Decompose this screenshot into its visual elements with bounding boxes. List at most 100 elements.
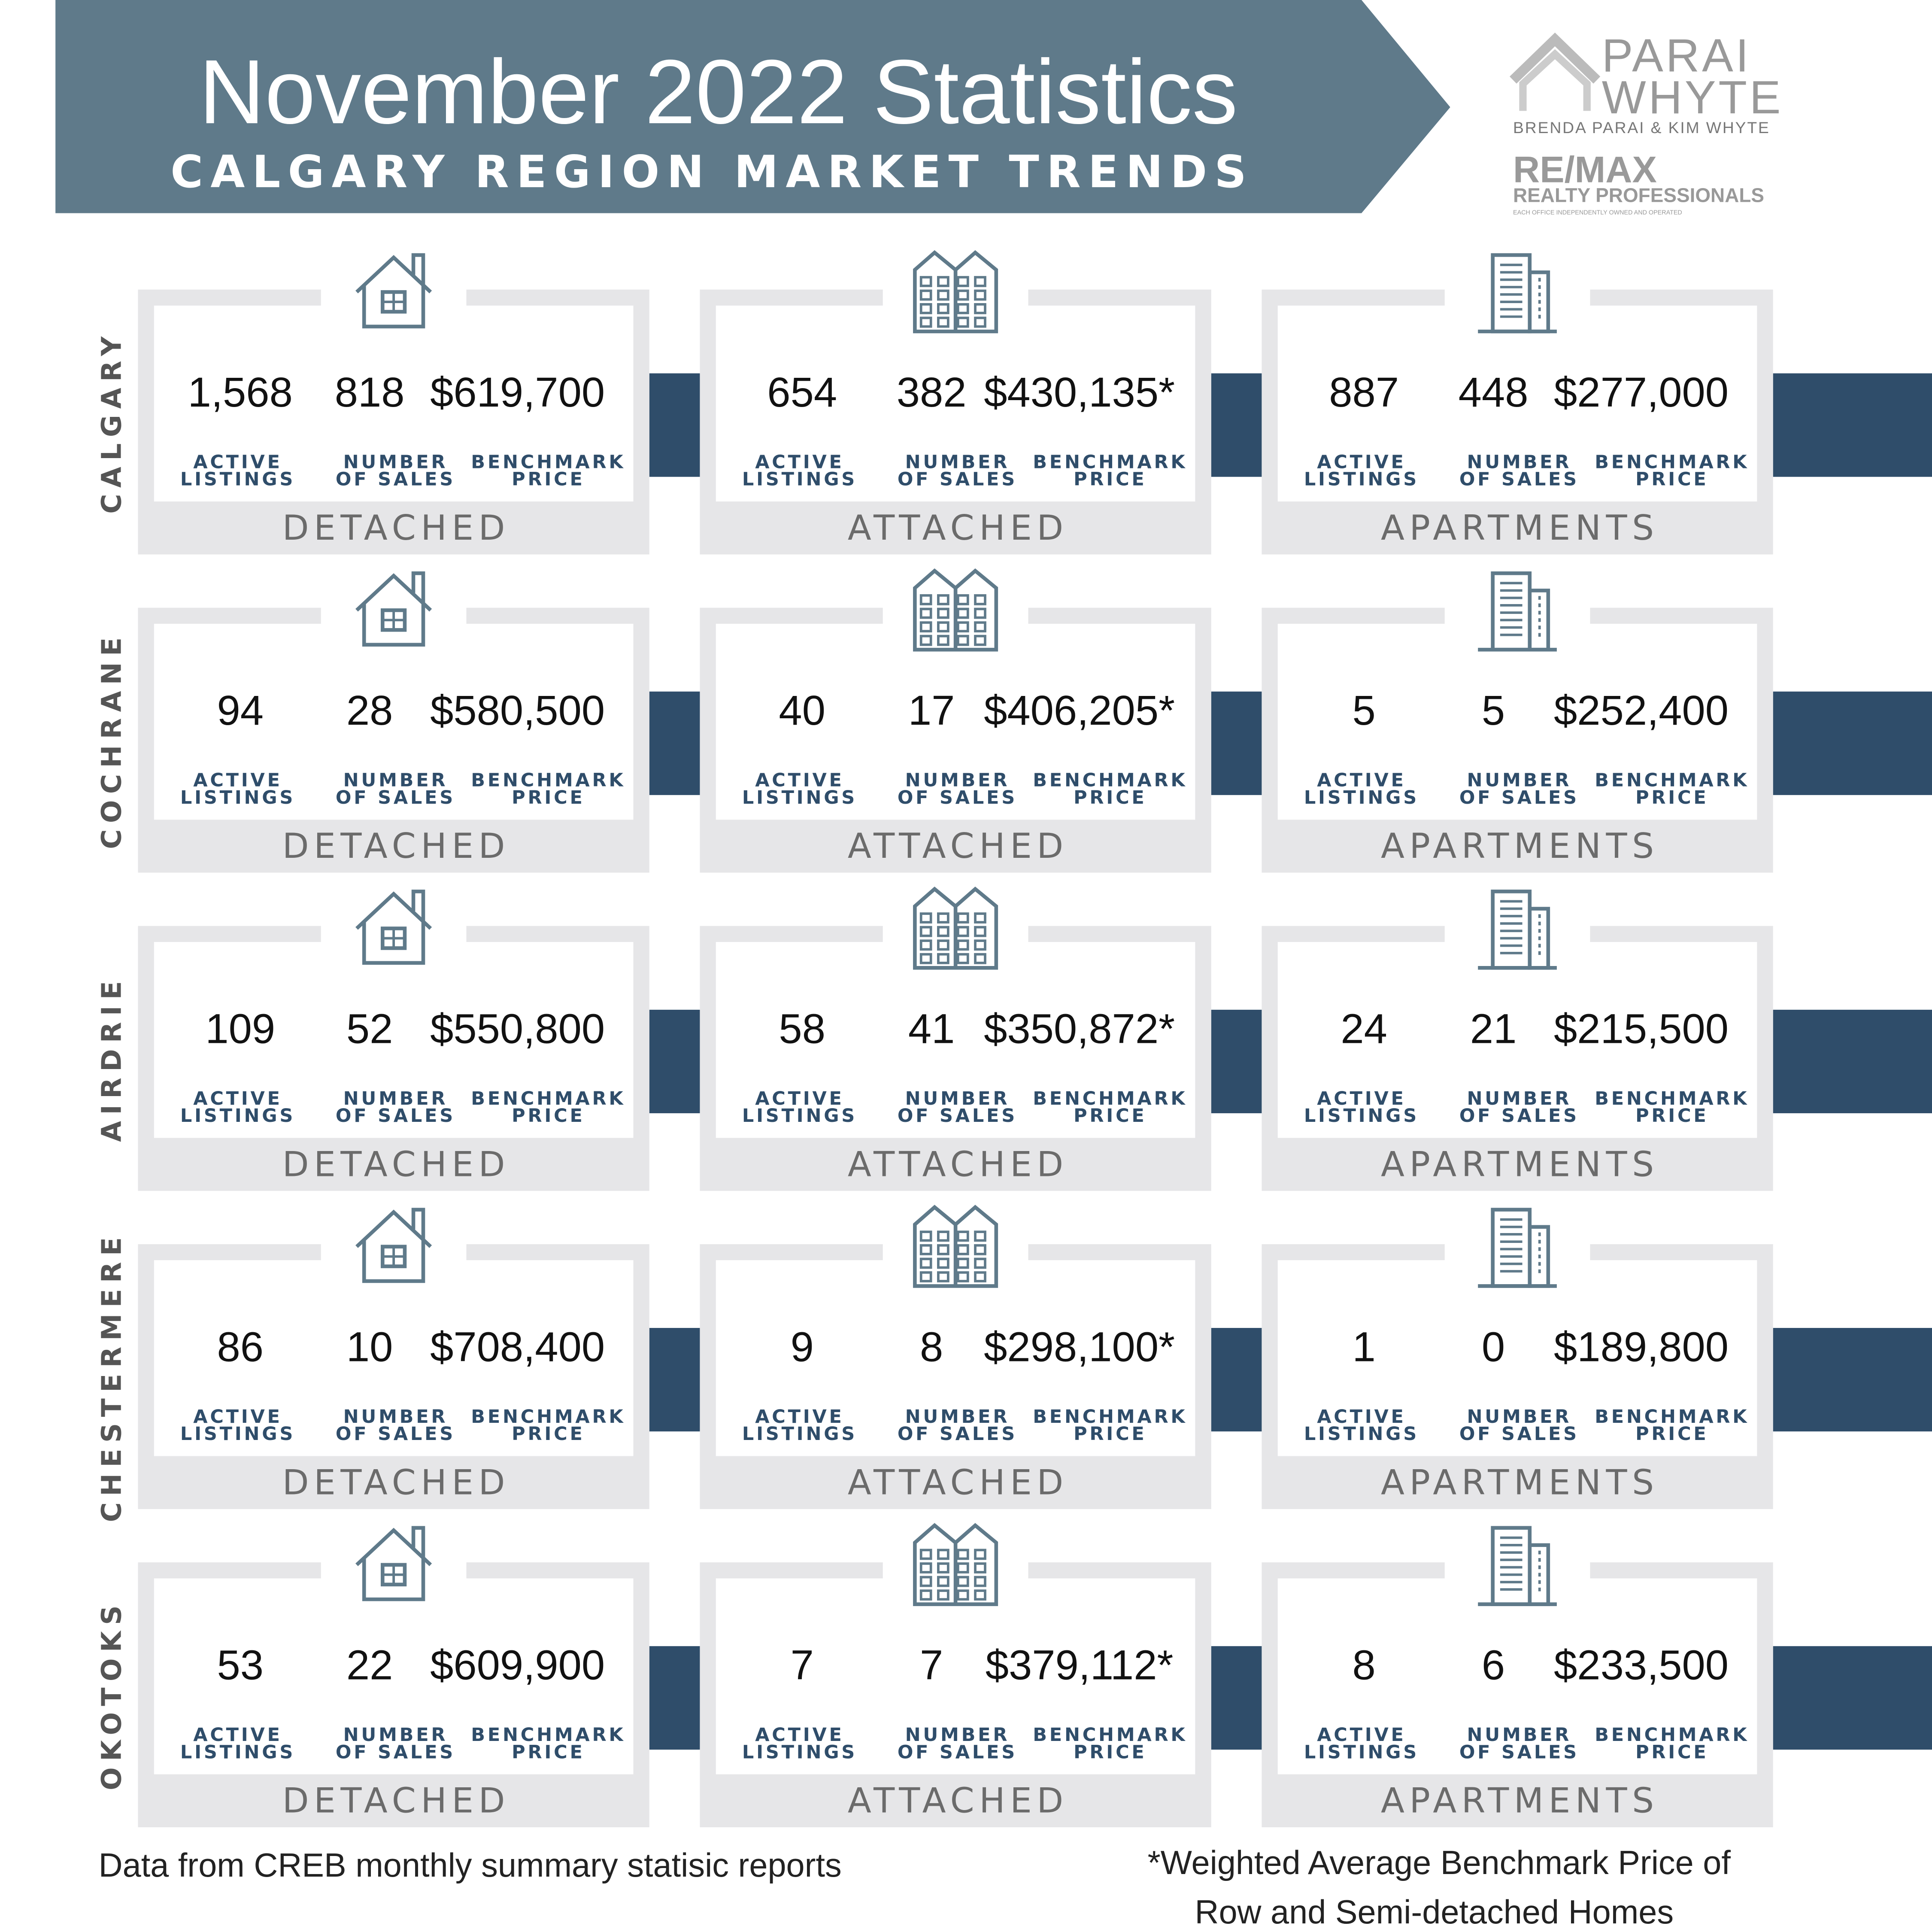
stat-label: NUMBER bbox=[343, 1724, 448, 1746]
townhouse-window bbox=[919, 926, 932, 937]
stat-label: ACTIVE bbox=[755, 452, 844, 473]
stat-value: 0 bbox=[1482, 1324, 1505, 1370]
townhouse-window bbox=[937, 621, 949, 632]
townhouse-window bbox=[956, 594, 969, 605]
stat-value: $350,872* bbox=[984, 1005, 1175, 1052]
stat-label: NUMBER bbox=[1467, 770, 1572, 791]
property-type: APARTMENTS bbox=[1381, 507, 1659, 548]
property-type: APARTMENTS bbox=[1381, 1780, 1659, 1821]
stat-label: LISTINGS bbox=[1304, 1105, 1419, 1127]
townhouse-window bbox=[974, 621, 986, 632]
icon-gap bbox=[1444, 605, 1590, 625]
stat-label: NUMBER bbox=[1467, 452, 1572, 473]
stat-label: NUMBER bbox=[343, 1088, 448, 1109]
stat-label: BENCHMARK bbox=[1595, 1088, 1749, 1109]
stat-label: LISTINGS bbox=[1304, 787, 1419, 808]
property-type: ATTACHED bbox=[848, 826, 1068, 866]
connector-bar bbox=[1773, 1328, 1932, 1432]
card-inner bbox=[154, 1578, 634, 1774]
stat-value: $609,900 bbox=[430, 1642, 605, 1689]
connector-bar bbox=[649, 1646, 700, 1750]
townhouse-window bbox=[974, 953, 986, 964]
stat-label: BENCHMARK bbox=[1595, 452, 1749, 473]
stat-label: LISTINGS bbox=[742, 787, 857, 808]
title: November 2022 Statistics bbox=[199, 41, 1237, 143]
stat-value: 58 bbox=[779, 1005, 825, 1052]
card-inner bbox=[1277, 305, 1757, 502]
stat-value: $277,000 bbox=[1554, 369, 1729, 416]
townhouse-window bbox=[956, 1271, 969, 1282]
townhouse-icon bbox=[913, 1523, 998, 1606]
stat-label: ACTIVE bbox=[1317, 1406, 1406, 1428]
townhouse-window bbox=[919, 1271, 932, 1282]
townhouse-window bbox=[937, 303, 949, 314]
townhouse-window bbox=[937, 594, 949, 605]
stat-value: $215,500 bbox=[1554, 1005, 1729, 1052]
stat-label: ACTIVE bbox=[755, 1088, 844, 1109]
townhouse-window bbox=[956, 1244, 969, 1255]
logo-brand: RE/MAX bbox=[1513, 149, 1657, 191]
stat-label: PRICE bbox=[512, 1105, 585, 1127]
stat-value: $619,700 bbox=[430, 369, 605, 416]
townhouse-window bbox=[974, 926, 986, 937]
townhouse-window bbox=[974, 1244, 986, 1255]
connector-bar bbox=[1773, 1646, 1932, 1750]
stat-label: PRICE bbox=[1074, 1105, 1146, 1127]
townhouse-window bbox=[919, 1589, 932, 1601]
stat-value: 7 bbox=[791, 1642, 814, 1689]
townhouse-window bbox=[937, 1271, 949, 1282]
house-icon bbox=[355, 253, 432, 328]
townhouse-window bbox=[937, 635, 949, 646]
stat-label: LISTINGS bbox=[742, 1105, 857, 1127]
townhouse-window bbox=[919, 635, 932, 646]
stat-label: ACTIVE bbox=[193, 1724, 282, 1746]
logo-line1: PARAI bbox=[1602, 29, 1751, 82]
stat-value: $189,800 bbox=[1554, 1324, 1729, 1370]
townhouse-window bbox=[919, 1576, 932, 1587]
townhouse-window bbox=[919, 621, 932, 632]
townhouse-window bbox=[937, 1230, 949, 1242]
stat-label: PRICE bbox=[1635, 469, 1708, 490]
stat-label: NUMBER bbox=[905, 770, 1010, 791]
stat-value: 8 bbox=[920, 1324, 943, 1370]
townhouse-window bbox=[937, 608, 949, 619]
house-icon bbox=[355, 571, 432, 647]
stat-label: BENCHMARK bbox=[1595, 770, 1749, 791]
townhouse-window bbox=[956, 1562, 969, 1574]
stat-label: BENCHMARK bbox=[1595, 1724, 1749, 1746]
property-type: ATTACHED bbox=[848, 1144, 1068, 1184]
stat-value: 10 bbox=[346, 1324, 393, 1370]
stat-label: OF SALES bbox=[336, 1741, 455, 1763]
logo: PARAI WHYTE BRENDA PARAI & KIM WHYTE RE/… bbox=[1510, 29, 1780, 216]
townhouse-window bbox=[974, 939, 986, 951]
stat-label: ACTIVE bbox=[1317, 452, 1406, 473]
stat-label: OF SALES bbox=[898, 1741, 1017, 1763]
townhouse-window bbox=[937, 1549, 949, 1560]
townhouse-window bbox=[956, 912, 969, 923]
stat-value: $298,100* bbox=[984, 1324, 1175, 1370]
townhouse-window bbox=[956, 289, 969, 301]
property-type: ATTACHED bbox=[848, 507, 1068, 548]
stat-value: 6 bbox=[1482, 1642, 1505, 1689]
stat-label: OF SALES bbox=[1459, 1741, 1579, 1763]
stat-label: BENCHMARK bbox=[1033, 770, 1187, 791]
townhouse-window bbox=[919, 1258, 932, 1269]
townhouse-window bbox=[956, 1230, 969, 1242]
stat-value: 887 bbox=[1329, 369, 1399, 416]
townhouse-window bbox=[937, 1576, 949, 1587]
townhouse-window bbox=[956, 939, 969, 951]
stat-label: OF SALES bbox=[898, 469, 1017, 490]
stat-label: OF SALES bbox=[1459, 469, 1579, 490]
townhouse-window bbox=[974, 1258, 986, 1269]
stat-label: PRICE bbox=[512, 1741, 585, 1763]
stat-label: PRICE bbox=[512, 1423, 585, 1445]
stat-label: BENCHMARK bbox=[471, 452, 625, 473]
townhouse-window bbox=[956, 608, 969, 619]
house-icon bbox=[355, 890, 432, 965]
connector-bar bbox=[1211, 1009, 1262, 1113]
stat-label: NUMBER bbox=[1467, 1088, 1572, 1109]
townhouse-window bbox=[974, 316, 986, 328]
stat-label: PRICE bbox=[1074, 1741, 1146, 1763]
townhouse-window bbox=[974, 1576, 986, 1587]
